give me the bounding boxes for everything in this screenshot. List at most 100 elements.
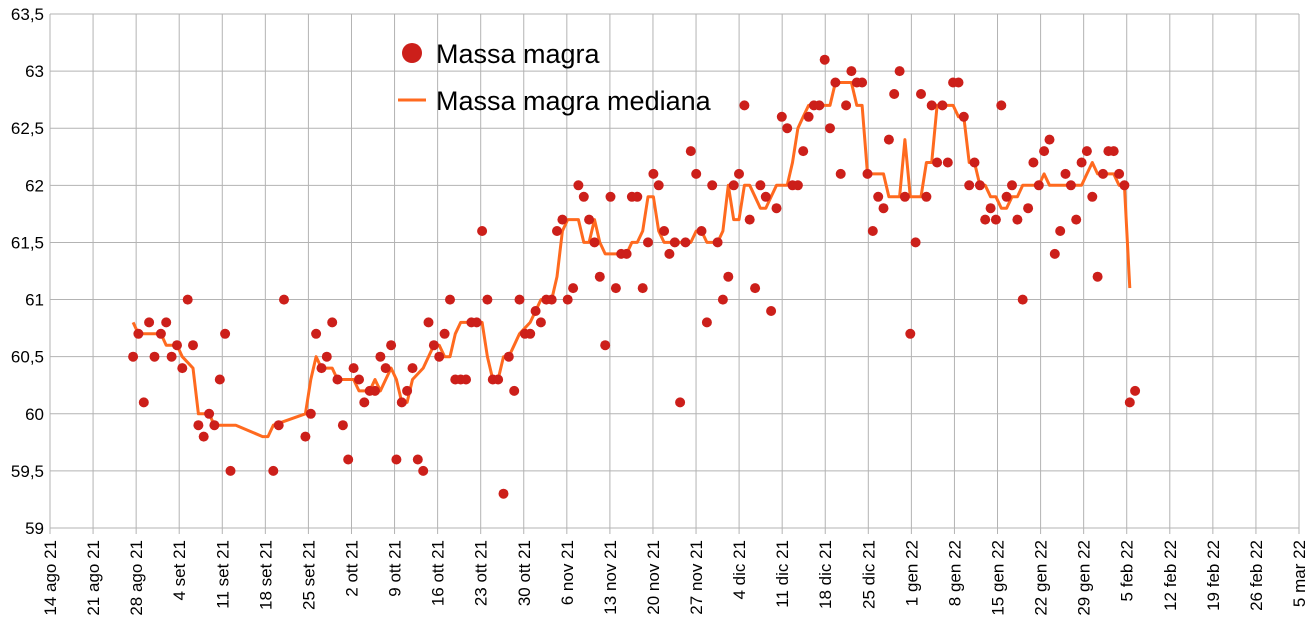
y-tick-label: 62	[25, 176, 44, 195]
scatter-point	[172, 340, 182, 351]
scatter-point	[766, 306, 777, 316]
scatter-point	[878, 203, 889, 214]
scatter-point	[375, 351, 386, 362]
scatter-point	[750, 283, 761, 294]
scatter-point	[198, 431, 209, 442]
x-tick-label: 18 dic 21	[816, 540, 835, 609]
scatter-point	[675, 397, 686, 408]
x-tick-label: 20 nov 21	[644, 540, 663, 615]
scatter-point	[477, 226, 488, 236]
scatter-point	[883, 134, 894, 145]
scatter-point	[600, 340, 611, 351]
scatter-point	[149, 351, 160, 362]
scatter-point	[819, 54, 830, 65]
scatter-point	[386, 340, 397, 351]
scatter-point	[990, 214, 1001, 225]
scatter-point	[910, 237, 921, 248]
scatter-point	[412, 454, 423, 465]
scatter-point	[209, 420, 220, 431]
scatter-point	[428, 340, 439, 351]
scatter-point	[279, 294, 289, 305]
scatter-point	[193, 420, 204, 431]
x-tick-label: 2 ott 21	[342, 540, 361, 597]
x-tick-label: 22 gen 22	[1032, 540, 1051, 616]
scatter-point	[937, 100, 948, 111]
x-tick-label: 29 gen 22	[1075, 540, 1094, 616]
scatter-point	[621, 248, 632, 259]
scatter-point	[434, 351, 445, 362]
scatter-point	[311, 328, 322, 339]
y-tick-label: 59	[25, 519, 44, 538]
scatter-point	[418, 465, 429, 476]
scatter-point	[188, 340, 198, 351]
scatter-point	[958, 111, 969, 122]
scatter-point	[380, 363, 391, 374]
scatter-point	[1076, 157, 1087, 168]
scatter-point	[471, 317, 482, 328]
scatter-point	[942, 157, 953, 168]
scatter-point	[760, 191, 771, 202]
scatter-point	[391, 454, 402, 465]
scatter-point	[535, 317, 546, 328]
scatter-point	[1119, 180, 1130, 191]
scatter-point	[161, 317, 172, 328]
scatter-point	[980, 214, 991, 225]
scatter-point	[932, 157, 943, 168]
x-tick-label: 25 dic 21	[859, 540, 878, 609]
legend-label-massa-magra-mediana: Massa magra mediana	[436, 86, 712, 116]
scatter-point	[552, 226, 562, 236]
scatter-point	[461, 374, 471, 385]
legend-label-massa-magra: Massa magra	[436, 39, 601, 69]
x-tick-label: 14 ago 21	[41, 540, 60, 616]
chart-grid	[49, 13, 1300, 534]
x-tick-label: 19 feb 22	[1204, 540, 1223, 611]
scatter-point	[1044, 134, 1055, 145]
y-axis-ticks: 59 59,5 60 60,5 61 61,5 62 62,5 63 63,5	[11, 5, 44, 538]
scatter-point	[445, 294, 455, 305]
chart-axes	[49, 14, 1299, 529]
scatter-point	[899, 191, 910, 202]
scatter-point	[268, 465, 279, 476]
scatter-point	[889, 89, 900, 99]
x-tick-label: 26 feb 22	[1247, 540, 1266, 611]
scatter-point	[857, 77, 868, 88]
scatter-point	[717, 294, 728, 305]
scatter-point	[1017, 294, 1028, 305]
scatter-point	[177, 363, 188, 374]
scatter-point	[343, 454, 354, 465]
scatter-point	[1007, 180, 1017, 191]
scatter-point	[1071, 214, 1082, 225]
scatter-point	[348, 363, 359, 374]
scatter-point	[493, 374, 504, 385]
scatter-point	[1130, 385, 1141, 396]
scatter-point	[332, 374, 343, 385]
scatter-point	[509, 385, 520, 396]
scatter-point	[396, 397, 407, 408]
scatter-point	[680, 237, 691, 248]
scatter-point	[953, 77, 964, 88]
series-line-path	[131, 81, 1132, 439]
x-tick-label: 8 gen 22	[945, 540, 964, 606]
scatter-point	[707, 180, 718, 191]
scatter-point	[969, 157, 980, 168]
scatter-point	[568, 283, 579, 294]
scatter-point	[873, 191, 884, 202]
scatter-point	[825, 123, 835, 134]
scatter-point	[685, 146, 696, 157]
scatter-point	[273, 420, 284, 431]
scatter-point	[985, 203, 996, 214]
y-tick-label: 59,5	[11, 462, 44, 481]
scatter-point	[862, 168, 873, 179]
x-tick-label: 4 set 21	[170, 540, 189, 601]
scatter-point	[1023, 203, 1034, 214]
scatter-point	[659, 226, 670, 236]
chart-legend: Massa magra Massa magra mediana	[398, 39, 712, 116]
scatter-point	[359, 397, 370, 408]
x-tick-label: 1 gen 22	[902, 540, 921, 606]
scatter-point	[305, 408, 316, 419]
legend-marker-massa-magra	[402, 43, 422, 63]
scatter-point	[1108, 146, 1119, 157]
scatter-point	[712, 237, 723, 248]
x-tick-label: 15 gen 22	[989, 540, 1008, 616]
scatter-point	[744, 214, 755, 225]
